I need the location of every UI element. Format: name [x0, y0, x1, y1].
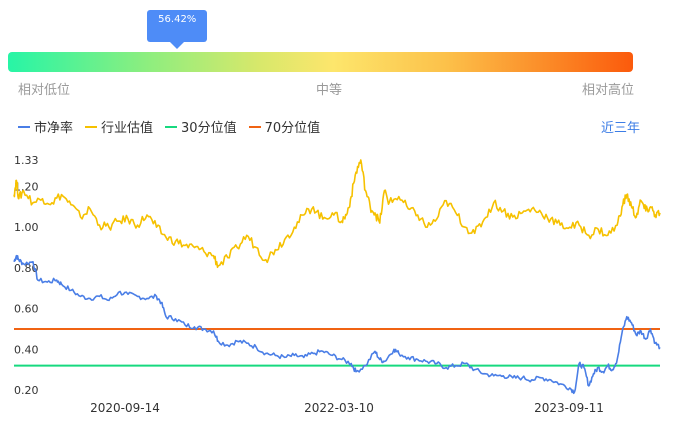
x-tick-label: 2023-09-11 — [534, 401, 604, 415]
legend-swatch-p70 — [248, 125, 261, 128]
gauge-gradient-bar — [8, 52, 633, 72]
legend-label-p30: 30分位值 — [181, 121, 237, 136]
series-line-pb — [13, 254, 661, 395]
x-tick-label: 2020-09-14 — [90, 401, 160, 415]
legend-label-p70: 70分位值 — [264, 121, 321, 136]
valuation-gauge — [8, 52, 633, 72]
gauge-mid-label: 中等 — [316, 83, 343, 98]
legend-item-industry[interactable]: 行业估值 — [85, 117, 153, 136]
x-axis-ticks: 2020-09-14 2022-03-10 2023-09-11 — [90, 401, 604, 415]
y-tick-label: 0.20 — [14, 384, 39, 397]
chart-legend: 市净率 行业估值 30分位值 70分位值 — [18, 117, 332, 136]
legend-item-p30[interactable]: 30分位值 — [165, 117, 237, 136]
series-lines — [13, 159, 661, 395]
legend-label-industry: 行业估值 — [101, 121, 154, 136]
y-tick-label: 0.60 — [14, 303, 39, 316]
gauge-high-label: 相对高位 — [582, 83, 635, 98]
y-tick-label: 1.00 — [14, 221, 39, 234]
gauge-value-tooltip: 56.42% — [147, 10, 208, 49]
legend-item-p70[interactable]: 70分位值 — [248, 117, 321, 136]
y-tick-label: 0.40 — [14, 343, 39, 356]
gauge-value-label: 56.42% — [158, 14, 197, 25]
tooltip-pointer-icon — [170, 42, 185, 49]
legend-label-pb: 市净率 — [34, 121, 74, 136]
x-tick-label: 2022-03-10 — [304, 401, 374, 415]
legend-swatch-industry — [85, 125, 98, 128]
legend-swatch-p30 — [165, 125, 178, 128]
legend-item-pb[interactable]: 市净率 — [18, 117, 73, 136]
y-tick-label: 1.20 — [14, 180, 39, 193]
series-line-industry — [13, 159, 661, 269]
y-tick-label: 1.33 — [14, 154, 39, 167]
y-axis-ticks: 0.20 0.40 0.60 0.80 1.00 1.20 1.33 — [14, 154, 39, 397]
range-three-years-link[interactable]: 近三年 — [600, 121, 640, 136]
y-tick-label: 0.80 — [14, 262, 39, 275]
gauge-low-label: 相对低位 — [18, 83, 71, 98]
legend-swatch-pb — [18, 125, 30, 128]
